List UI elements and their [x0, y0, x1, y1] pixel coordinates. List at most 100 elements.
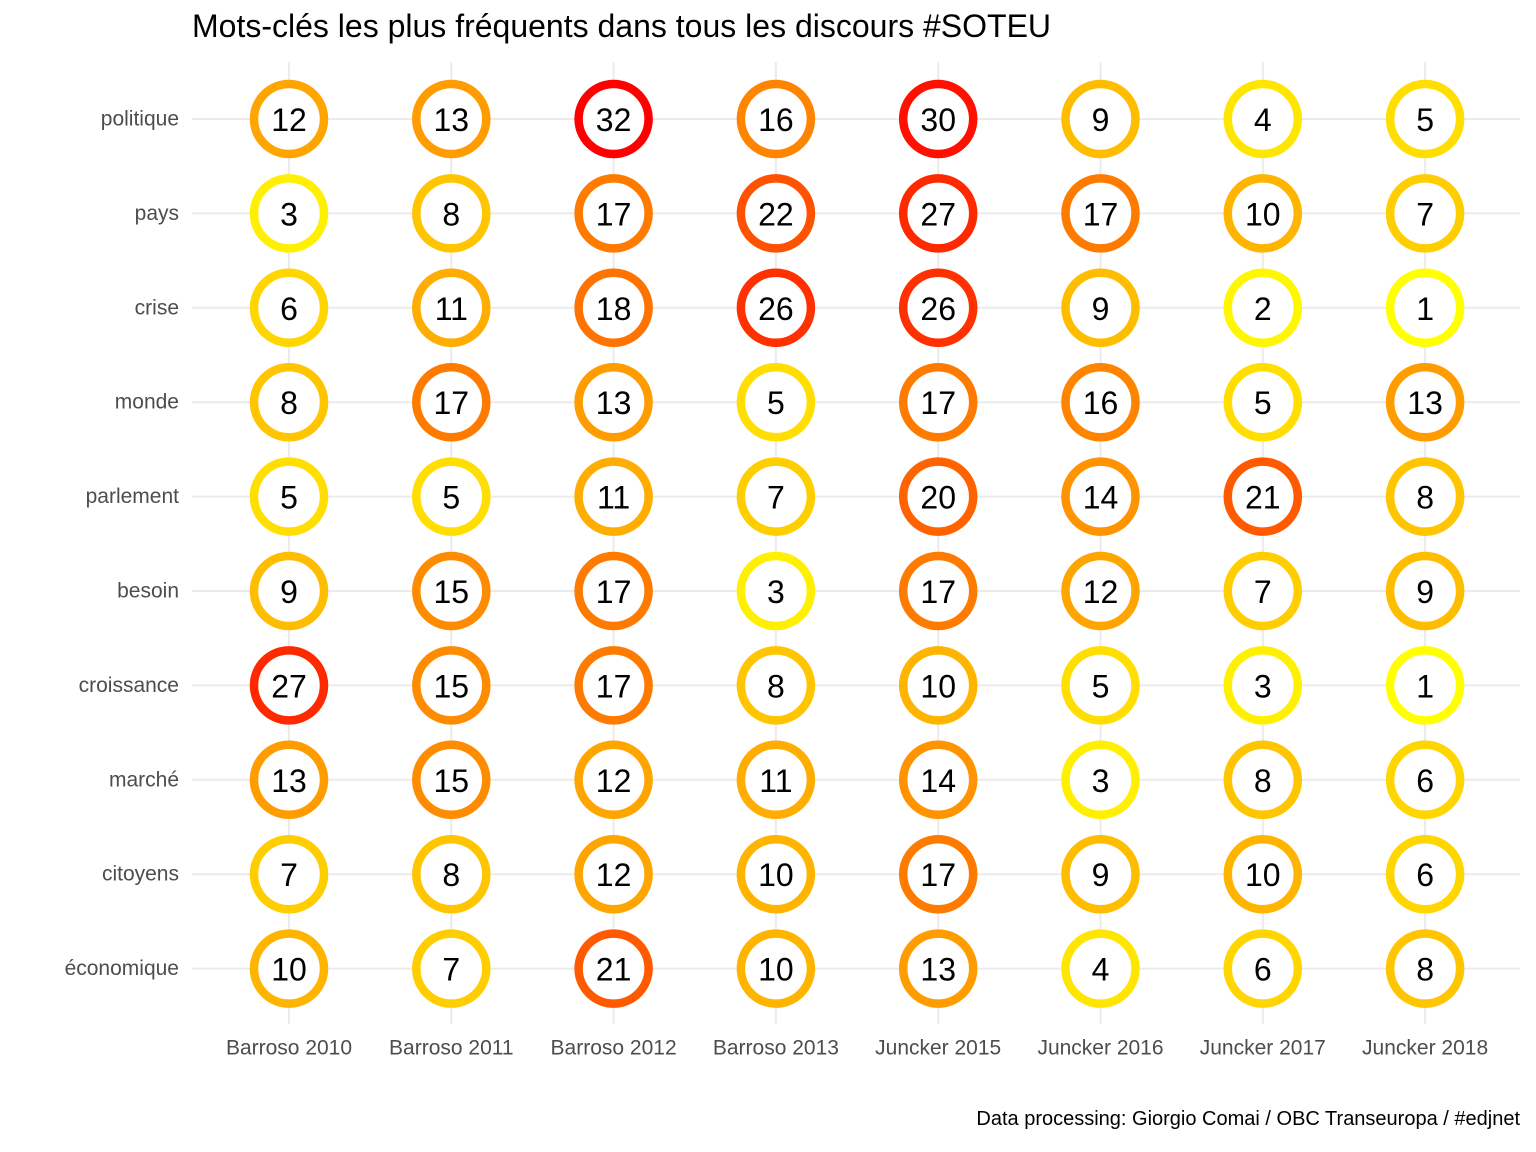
data-cell: 8 [1223, 740, 1303, 820]
data-cell: 10 [736, 834, 816, 914]
value-label: 27 [271, 668, 307, 704]
value-ring [412, 551, 491, 631]
value-label: 7 [767, 480, 785, 516]
value-ring [249, 740, 329, 820]
value-label: 20 [920, 480, 956, 516]
value-ring [1223, 551, 1303, 631]
data-cell: 8 [412, 834, 491, 914]
data-cell: 27 [898, 174, 978, 253]
value-label: 10 [1245, 196, 1281, 232]
data-cell: 27 [249, 646, 329, 725]
data-cell: 8 [249, 362, 329, 442]
y-tick-label: politique [101, 108, 179, 131]
value-ring [1061, 834, 1140, 914]
data-cell: 12 [574, 834, 653, 914]
value-label: 8 [280, 385, 298, 421]
value-ring [574, 834, 653, 914]
data-cell: 21 [574, 929, 653, 1008]
value-label: 5 [1092, 668, 1110, 704]
value-label: 1 [1416, 668, 1434, 704]
data-cell: 18 [574, 268, 653, 348]
data-cell: 11 [412, 268, 491, 348]
value-label: 16 [758, 102, 794, 138]
value-label: 8 [442, 857, 460, 893]
value-ring [412, 174, 491, 253]
value-ring [1061, 268, 1140, 348]
value-label: 17 [920, 574, 956, 610]
data-cell: 3 [1061, 740, 1140, 820]
value-ring [1385, 362, 1465, 442]
value-ring [1385, 268, 1465, 348]
value-label: 9 [1416, 574, 1434, 610]
value-ring [1223, 174, 1303, 253]
value-ring [898, 740, 978, 820]
value-label: 17 [596, 574, 632, 610]
value-label: 12 [1083, 574, 1119, 610]
value-ring [574, 740, 653, 820]
value-label: 3 [767, 574, 785, 610]
value-label: 16 [1083, 385, 1119, 421]
value-ring [574, 929, 653, 1008]
data-cell: 12 [249, 79, 329, 159]
y-tick-label: marché [109, 768, 179, 791]
data-cell: 3 [1223, 646, 1303, 725]
value-label: 10 [1245, 857, 1281, 893]
value-ring [1061, 79, 1140, 159]
value-ring [898, 457, 978, 536]
value-ring [898, 174, 978, 253]
value-label: 11 [435, 291, 468, 327]
value-ring [1061, 174, 1140, 253]
value-ring [736, 646, 816, 725]
value-label: 7 [1416, 196, 1434, 232]
value-ring [898, 929, 978, 1008]
data-cell: 6 [1385, 740, 1465, 820]
value-label: 5 [442, 480, 460, 516]
data-cell: 6 [1223, 929, 1303, 1008]
data-cell: 17 [1061, 174, 1140, 253]
value-label: 5 [1416, 102, 1434, 138]
data-cell: 7 [412, 929, 491, 1008]
value-ring [412, 740, 491, 820]
value-ring [736, 740, 816, 820]
value-ring [1385, 457, 1465, 536]
x-axis-tick-labels: Barroso 2010 Barroso 2011 Barroso 2012 Barr… [226, 1037, 1488, 1060]
chart-caption: Data processing: Giorgio Comai / OBC Tra… [976, 1108, 1520, 1130]
data-cell: 22 [736, 174, 816, 253]
data-cell: 6 [1385, 834, 1465, 914]
value-label: 10 [271, 952, 307, 988]
data-cell: 1 [1385, 646, 1465, 725]
value-ring [412, 929, 491, 1008]
value-ring [249, 362, 329, 442]
value-ring [412, 457, 491, 536]
value-ring [898, 646, 978, 725]
value-ring [1061, 646, 1140, 725]
value-ring [1385, 929, 1465, 1008]
value-label: 30 [920, 102, 956, 138]
value-label: 22 [758, 196, 794, 232]
value-label: 13 [271, 763, 307, 799]
data-cell: 5 [1061, 646, 1140, 725]
value-label: 9 [1092, 291, 1110, 327]
value-ring [574, 551, 653, 631]
value-label: 6 [280, 291, 298, 327]
data-cell: 16 [1061, 362, 1140, 442]
value-label: 14 [920, 763, 956, 799]
value-ring [1223, 79, 1303, 159]
data-cell: 26 [736, 268, 816, 348]
value-ring [898, 834, 978, 914]
data-cell: 9 [1061, 268, 1140, 348]
value-ring [249, 834, 329, 914]
data-cell: 13 [1385, 362, 1465, 442]
value-label: 26 [920, 291, 956, 327]
value-label: 15 [434, 668, 470, 704]
value-label: 21 [1245, 480, 1281, 516]
value-label: 21 [596, 952, 632, 988]
value-ring [574, 268, 653, 348]
value-ring [249, 457, 329, 536]
data-cell: 2 [1223, 268, 1303, 348]
value-label: 17 [920, 857, 956, 893]
value-ring [1223, 740, 1303, 820]
value-ring [1385, 174, 1465, 253]
data-cell: 20 [898, 457, 978, 536]
